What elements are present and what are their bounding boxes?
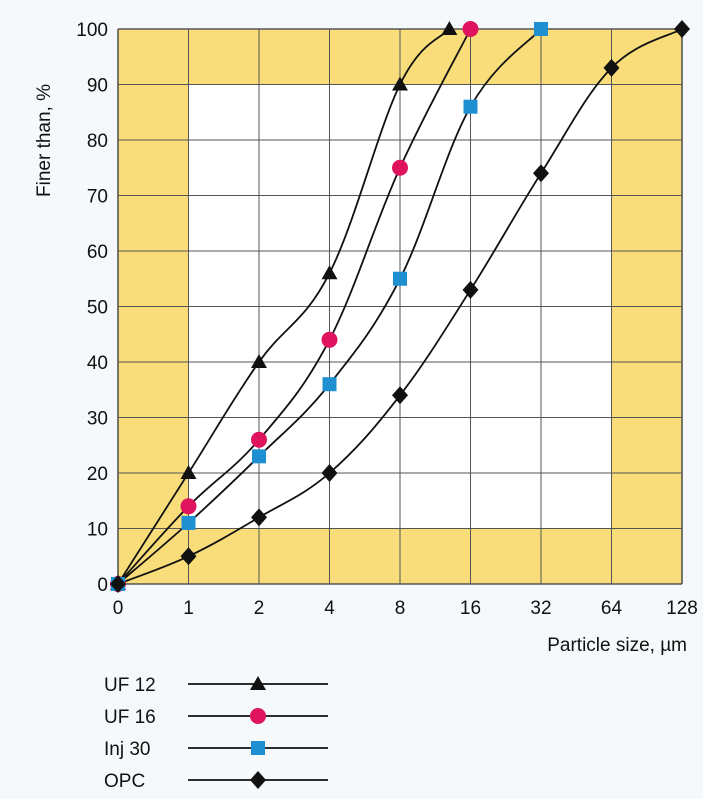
series-line-opc xyxy=(117,28,683,585)
legend-marker-uf-12 xyxy=(250,676,266,690)
data-point-inj-30 xyxy=(252,449,266,464)
y-tick-label: 0 xyxy=(97,575,108,596)
y-tick-label: 50 xyxy=(87,298,108,319)
x-tick-label: 32 xyxy=(530,598,551,619)
data-point-opc xyxy=(603,58,620,77)
y-tick-label: 20 xyxy=(87,464,108,485)
y-axis-label: Finer than, % xyxy=(34,84,55,197)
data-point-opc xyxy=(251,508,267,527)
x-axis-label: Particle size, µm xyxy=(547,635,687,656)
legend-label-uf-16: UF 16 xyxy=(104,707,156,728)
data-point-opc xyxy=(392,386,408,405)
data-point-uf-16 xyxy=(251,431,267,448)
legend-label-inj-30: Inj 30 xyxy=(104,739,150,760)
x-tick-label: 128 xyxy=(666,598,698,619)
data-point-uf-16 xyxy=(462,21,479,37)
data-point-inj-30 xyxy=(181,515,196,530)
legend-marker-uf-16 xyxy=(250,708,266,724)
data-point-uf-16 xyxy=(180,498,197,515)
data-point-opc xyxy=(110,575,126,593)
x-tick-label: 4 xyxy=(324,598,335,619)
legend: UF 12 UF 16 Inj 30 OPC xyxy=(104,675,328,792)
data-point-opc xyxy=(462,280,479,299)
y-tick-label: 40 xyxy=(87,353,108,374)
legend-label-opc: OPC xyxy=(104,771,145,792)
x-tick-label: 16 xyxy=(460,598,481,619)
data-point-inj-30 xyxy=(322,377,337,392)
data-point-uf-16 xyxy=(321,331,338,348)
legend-marker-inj-30 xyxy=(251,741,265,755)
y-tick-label: 80 xyxy=(87,131,108,152)
data-point-opc xyxy=(321,464,338,482)
data-point-uf-12 xyxy=(251,354,267,368)
y-tick-label: 10 xyxy=(87,520,108,541)
data-point-inj-30 xyxy=(534,22,548,36)
legend-label-uf-12: UF 12 xyxy=(104,675,156,696)
data-point-inj-30 xyxy=(463,99,478,114)
y-tick-label: 60 xyxy=(87,242,108,263)
x-tick-label: 0 xyxy=(113,598,124,619)
y-tick-label: 100 xyxy=(76,20,108,41)
data-point-inj-30 xyxy=(393,271,407,286)
y-tick-label: 30 xyxy=(87,409,108,430)
data-point-uf-12 xyxy=(441,21,458,35)
series-markers xyxy=(110,20,690,593)
axis-ticks: 0 1 2 4 8 16 32 64 128 0 10 20 30 40 50 60 70 80 90 100 xyxy=(76,20,698,619)
data-point-opc xyxy=(180,547,197,566)
x-tick-label: 64 xyxy=(601,598,623,619)
y-tick-label: 70 xyxy=(87,187,108,208)
legend-marker-opc xyxy=(250,771,266,789)
data-point-uf-12 xyxy=(321,265,338,280)
data-point-uf-16 xyxy=(392,159,408,176)
x-tick-label: 8 xyxy=(395,598,406,619)
x-tick-label: 2 xyxy=(254,598,265,619)
y-tick-label: 90 xyxy=(87,76,108,97)
data-point-uf-12 xyxy=(392,76,408,91)
data-point-uf-12 xyxy=(180,465,197,479)
data-point-opc xyxy=(533,164,549,183)
x-tick-label: 1 xyxy=(183,598,194,619)
data-point-opc xyxy=(674,20,690,38)
